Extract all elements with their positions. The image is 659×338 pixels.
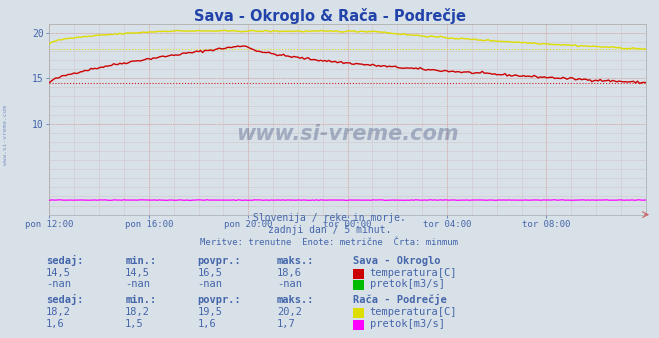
- Text: min.:: min.:: [125, 294, 156, 305]
- Text: pretok[m3/s]: pretok[m3/s]: [370, 319, 445, 329]
- Text: www.si-vreme.com: www.si-vreme.com: [237, 124, 459, 144]
- Text: 16,5: 16,5: [198, 268, 223, 278]
- Text: Sava - Okroglo: Sava - Okroglo: [353, 256, 440, 266]
- Text: 1,7: 1,7: [277, 319, 295, 329]
- Text: 20,2: 20,2: [277, 307, 302, 317]
- Text: Rača - Podrečje: Rača - Podrečje: [353, 293, 446, 305]
- Text: 19,5: 19,5: [198, 307, 223, 317]
- Text: 1,6: 1,6: [198, 319, 216, 329]
- Text: maks.:: maks.:: [277, 256, 314, 266]
- Text: -nan: -nan: [46, 279, 71, 289]
- Text: povpr.:: povpr.:: [198, 256, 241, 266]
- Text: sedaj:: sedaj:: [46, 293, 84, 305]
- Text: 18,6: 18,6: [277, 268, 302, 278]
- Text: sedaj:: sedaj:: [46, 255, 84, 266]
- Text: pretok[m3/s]: pretok[m3/s]: [370, 279, 445, 289]
- Text: zadnji dan / 5 minut.: zadnji dan / 5 minut.: [268, 225, 391, 235]
- Text: Sava - Okroglo & Rača - Podrečje: Sava - Okroglo & Rača - Podrečje: [194, 8, 465, 24]
- Text: min.:: min.:: [125, 256, 156, 266]
- Text: temperatura[C]: temperatura[C]: [370, 268, 457, 278]
- Text: povpr.:: povpr.:: [198, 294, 241, 305]
- Text: Slovenija / reke in morje.: Slovenija / reke in morje.: [253, 213, 406, 223]
- Text: temperatura[C]: temperatura[C]: [370, 307, 457, 317]
- Text: 1,6: 1,6: [46, 319, 65, 329]
- Text: -nan: -nan: [125, 279, 150, 289]
- Text: 18,2: 18,2: [125, 307, 150, 317]
- Text: 14,5: 14,5: [125, 268, 150, 278]
- Text: -nan: -nan: [198, 279, 223, 289]
- Text: Meritve: trenutne  Enote: metrične  Črta: minmum: Meritve: trenutne Enote: metrične Črta: …: [200, 238, 459, 247]
- Text: 14,5: 14,5: [46, 268, 71, 278]
- Text: -nan: -nan: [277, 279, 302, 289]
- Text: 1,5: 1,5: [125, 319, 144, 329]
- Text: www.si-vreme.com: www.si-vreme.com: [3, 105, 8, 165]
- Text: 18,2: 18,2: [46, 307, 71, 317]
- Text: maks.:: maks.:: [277, 294, 314, 305]
